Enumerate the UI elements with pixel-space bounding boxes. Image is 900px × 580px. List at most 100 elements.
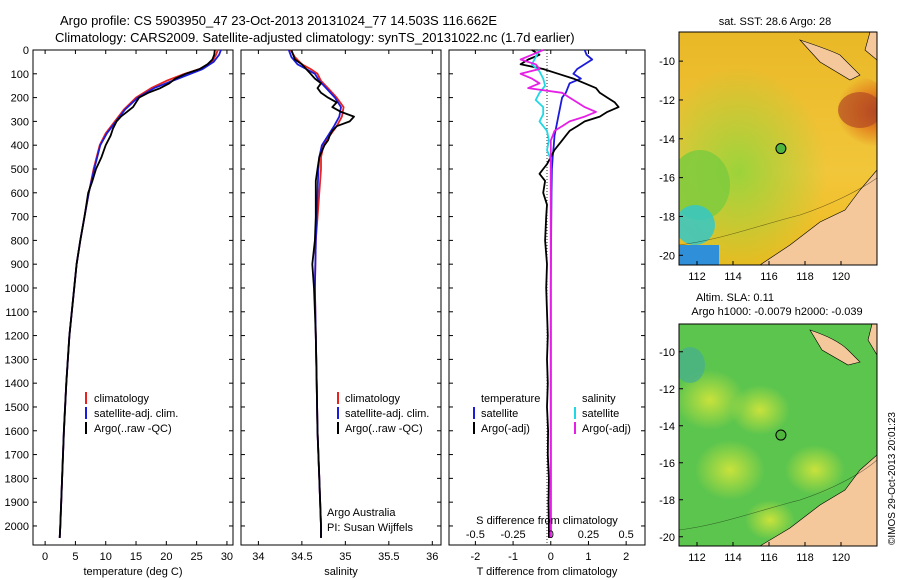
y-tick-label: 1200 <box>5 331 29 343</box>
y-tick-label: 2000 <box>5 521 29 533</box>
difference-legend: temperature satellite Argo(-adj) salinit… <box>473 393 631 435</box>
y-tick-label: 1700 <box>5 450 29 462</box>
x-tick-label: 1 <box>585 551 591 563</box>
salinity-axes <box>240 49 442 546</box>
legend-title-salinity: salinity <box>582 393 616 405</box>
sst-x-ticks: 112 114 116 118 120 <box>688 261 850 283</box>
map-y-tick-label: -10 <box>659 347 675 359</box>
top-tick-label: 0.25 <box>578 529 599 541</box>
legend-label: satellite <box>481 408 518 420</box>
x-tick-label: 36 <box>426 551 438 563</box>
salinity-legend: climatology satellite-adj. clim. Argo(..… <box>337 392 429 435</box>
temperature-panel: 0 5 10 15 20 25 30 0 100 200 300 400 500 600 700 800 90… <box>5 45 234 578</box>
map-x-tick-label: 120 <box>832 271 850 283</box>
difference-panel: -2 -1 0 1 2 T difference from climatology S … <box>448 49 646 578</box>
y-tick-label: 1400 <box>5 378 29 390</box>
sst-y-ticks: -10 -12 -14 -16 -18 -20 <box>659 56 683 262</box>
series-line-argo-raw-qc- <box>58 49 216 538</box>
y-tick-label: 1600 <box>5 426 29 438</box>
map-x-tick-label: 114 <box>724 552 742 564</box>
top-tick-label: 0 <box>548 529 554 541</box>
map-y-tick-label: -10 <box>659 56 675 68</box>
x-tick-label: 35.5 <box>378 551 399 563</box>
legend-label: satellite-adj. clim. <box>345 408 429 420</box>
annotation-line: PI: Susan Wijffels <box>327 522 413 534</box>
sla-map-frame <box>678 323 878 547</box>
top-tick-label: -0.5 <box>466 529 485 541</box>
map-x-tick-label: 112 <box>688 271 706 283</box>
legend-label: Argo(-adj) <box>582 423 631 435</box>
x-tick-label: -2 <box>470 551 480 563</box>
sst-map-title: sat. SST: 28.6 Argo: 28 <box>719 16 832 28</box>
temperature-axes <box>32 49 234 546</box>
map-y-tick-label: -18 <box>659 211 675 223</box>
map-x-tick-label: 112 <box>688 552 706 564</box>
y-tick-label: 1100 <box>5 307 29 319</box>
map-y-tick-label: -14 <box>659 421 675 433</box>
map-y-tick-label: -20 <box>659 250 675 262</box>
legend-label: satellite-adj. clim. <box>94 408 178 420</box>
map-x-tick-label: 118 <box>796 552 814 564</box>
y-tick-label: 100 <box>11 69 29 81</box>
y-tick-label: 600 <box>11 188 29 200</box>
series-line-t-satellite <box>549 49 594 538</box>
difference-xlabel: T difference from climatology <box>477 566 618 578</box>
argo-location-marker <box>775 429 787 441</box>
x-tick-label: 35 <box>339 551 351 563</box>
argo-location-marker <box>775 143 787 155</box>
series-line-argo-raw-qc- <box>290 49 355 538</box>
sla-map-title-2: Argo h1000: -0.0079 h2000: -0.039 <box>691 306 862 318</box>
map-x-tick-label: 114 <box>724 271 742 283</box>
difference-x-ticks: -2 -1 0 1 2 <box>470 50 629 563</box>
y-tick-label: 800 <box>11 235 29 247</box>
x-tick-label: 20 <box>160 551 172 563</box>
legend-label: Argo(-adj) <box>481 423 530 435</box>
x-tick-label: 0 <box>548 551 554 563</box>
temperature-xlabel: temperature (deg C) <box>83 566 182 578</box>
top-tick-label: 0.5 <box>619 529 634 541</box>
x-tick-label: 15 <box>130 551 142 563</box>
legend-label: climatology <box>345 393 401 405</box>
legend-label: Argo(..raw -QC) <box>345 423 423 435</box>
temperature-x-ticks: 0 5 10 15 20 25 30 <box>42 50 233 563</box>
imos-footer: ©IMOS 29-Oct-2013 20:01:23 <box>887 412 898 545</box>
legend-title-temperature: temperature <box>481 393 540 405</box>
sla-map: Altim. SLA: 0.11 Argo h1000: -0.0079 h20… <box>659 292 878 564</box>
map-x-tick-label: 116 <box>760 552 778 564</box>
map-y-tick-label: -16 <box>659 458 675 470</box>
map-y-tick-label: -18 <box>659 495 675 507</box>
series-line-t-argo-adj- <box>519 49 620 538</box>
map-x-tick-label: 120 <box>832 552 850 564</box>
x-tick-label: 25 <box>191 551 203 563</box>
temperature-legend: climatology satellite-adj. clim. Argo(..… <box>85 392 178 435</box>
map-y-tick-label: -12 <box>659 95 675 107</box>
map-x-tick-label: 116 <box>760 271 778 283</box>
sla-x-ticks: 112 114 116 118 120 <box>688 542 850 564</box>
x-tick-label: 34.5 <box>291 551 312 563</box>
x-tick-label: 2 <box>623 551 629 563</box>
sst-field <box>679 32 877 265</box>
y-tick-label: 1500 <box>5 402 29 414</box>
series-line-satellite-adj-clim- <box>58 49 222 538</box>
y-tick-label: 500 <box>11 164 29 176</box>
sst-map-frame <box>678 31 878 266</box>
y-tick-label: 900 <box>11 259 29 271</box>
y-tick-label: 1900 <box>5 497 29 509</box>
difference-xlabel-top: S difference from climatology <box>476 515 618 527</box>
y-tick-label: 200 <box>11 93 29 105</box>
x-tick-label: -1 <box>508 551 518 563</box>
depth-y-ticks: 0 100 200 300 400 500 600 700 800 900 1000 1100 1200… <box>5 45 233 533</box>
difference-top-ticks: -0.5 -0.25 0 0.25 0.5 <box>466 529 634 541</box>
y-tick-label: 1000 <box>5 283 29 295</box>
salinity-x-ticks: 34 34.5 35 35.5 36 <box>252 50 438 563</box>
title-line-2: Climatology: CARS2009. Satellite-adjuste… <box>55 30 575 45</box>
temperature-lines <box>58 49 222 538</box>
x-tick-label: 5 <box>72 551 78 563</box>
series-line-climatology <box>58 49 219 538</box>
difference-y-ticks <box>449 49 645 527</box>
y-tick-label: 1300 <box>5 354 29 366</box>
legend-label: satellite <box>582 408 619 420</box>
sla-map-title-1: Altim. SLA: 0.11 <box>696 292 774 304</box>
salinity-xlabel: salinity <box>324 566 358 578</box>
